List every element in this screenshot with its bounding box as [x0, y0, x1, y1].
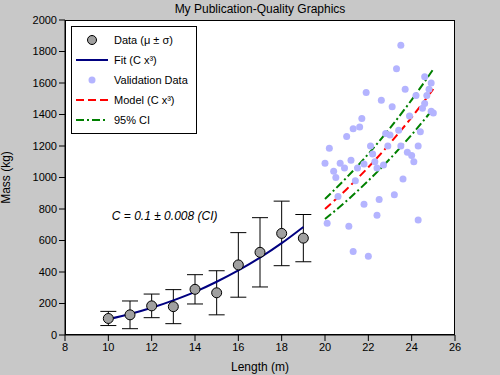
html-text:Data (μ ± σ): Data (μ ± σ)	[114, 34, 173, 46]
svg-text:C = 0.1 ± 0.008 (CI): C = 0.1 ± 0.008 (CI)	[112, 209, 218, 223]
svg-text:8: 8	[62, 341, 68, 353]
svg-text:Mass (kg): Mass (kg)	[8, 151, 13, 204]
svg-text:200: 200	[39, 297, 57, 309]
html-text:Fit (C x³): Fit (C x³)	[114, 54, 157, 66]
svg-text:18: 18	[276, 341, 288, 353]
svg-text:0: 0	[51, 329, 57, 341]
svg-text:1600: 1600	[33, 77, 57, 89]
html-text:My Publication-Quality Graphic: My Publication-Quality Graphics	[174, 2, 346, 16]
svg-text:1200: 1200	[33, 140, 57, 152]
svg-text:14: 14	[189, 341, 201, 353]
svg-text:Length (m): Length (m)	[231, 360, 289, 374]
svg-text:1400: 1400	[33, 108, 57, 120]
svg-text:20: 20	[319, 341, 331, 353]
svg-text:24: 24	[406, 341, 418, 353]
svg-text:2000: 2000	[33, 14, 57, 26]
svg-text:800: 800	[39, 203, 57, 215]
svg-text:22: 22	[362, 341, 374, 353]
svg-text:1000: 1000	[33, 171, 57, 183]
svg-text:1800: 1800	[33, 45, 57, 57]
html-text:95% CI: 95% CI	[114, 114, 151, 126]
html-text:Model (C x³): Model (C x³)	[114, 94, 175, 106]
svg-text:12: 12	[146, 341, 158, 353]
svg-text:400: 400	[39, 266, 57, 278]
svg-text:600: 600	[39, 234, 57, 246]
html-text:Validation Data: Validation Data	[114, 74, 188, 86]
svg-text:10: 10	[102, 341, 114, 353]
svg-text:16: 16	[232, 341, 244, 353]
svg-text:26: 26	[449, 341, 461, 353]
